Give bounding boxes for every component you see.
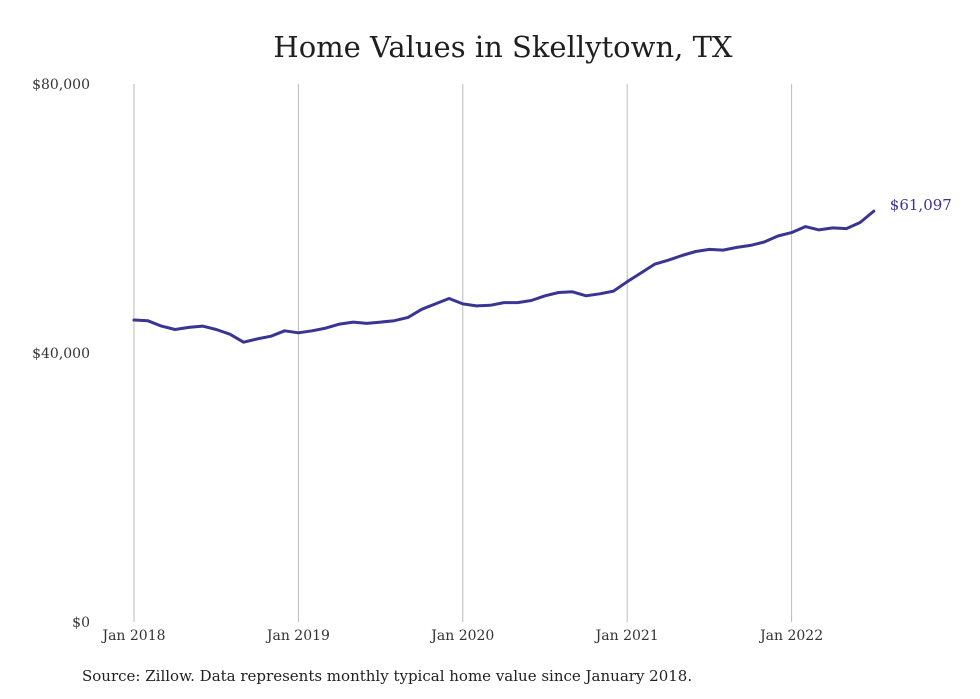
source-note: Source: Zillow. Data represents monthly …	[82, 667, 693, 685]
series-layer: $61,097	[132, 196, 952, 344]
x-tick-label: Jan 2022	[758, 628, 823, 644]
y-tick-label: $0	[72, 615, 90, 631]
axis-layer: Jan 2018 Jan 2019 Jan 2020 Jan 2021 Jan 2022…	[32, 77, 823, 644]
y-tick-label: $80,000	[32, 77, 90, 93]
x-tick-label: Jan 2020	[429, 628, 494, 644]
x-tick-label: Jan 2021	[594, 628, 659, 644]
x-tick-label: Jan 2019	[265, 628, 330, 644]
chart-title: Home Values in Skellytown, TX	[273, 30, 733, 64]
series-line-0	[132, 209, 876, 344]
x-tick-label: Jan 2018	[100, 628, 165, 644]
grid-layer	[133, 84, 793, 622]
y-tick-label: $40,000	[32, 346, 90, 362]
end-value-label: $61,097	[890, 196, 952, 214]
